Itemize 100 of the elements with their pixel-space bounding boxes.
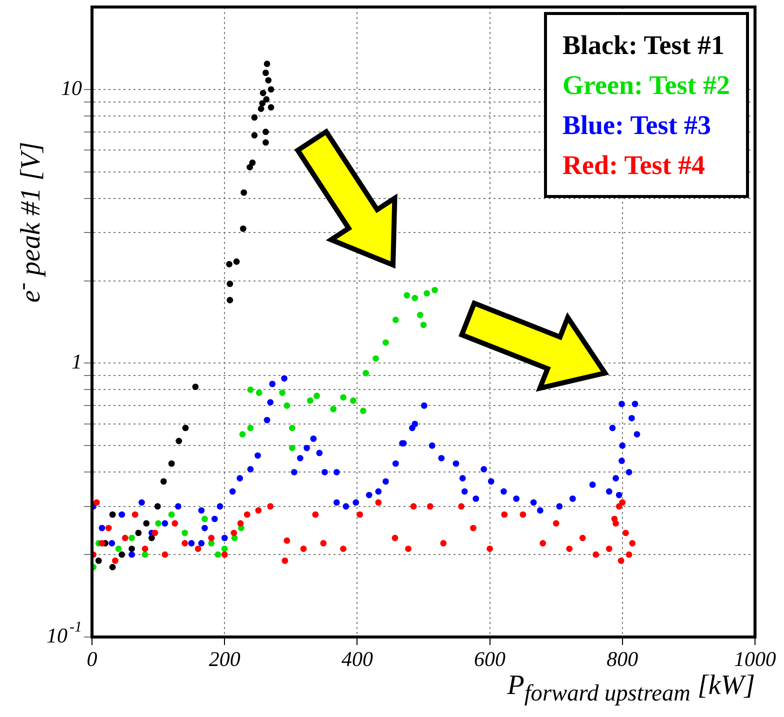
point xyxy=(258,106,264,112)
point xyxy=(262,70,269,76)
point xyxy=(279,390,286,396)
point xyxy=(375,499,382,506)
point xyxy=(306,397,314,404)
point xyxy=(284,537,290,544)
point xyxy=(132,511,138,518)
point xyxy=(392,316,399,324)
point xyxy=(168,511,175,518)
point xyxy=(432,286,438,294)
point xyxy=(160,478,167,485)
point xyxy=(155,520,162,527)
point xyxy=(221,551,228,558)
point xyxy=(202,516,208,522)
point xyxy=(300,546,307,552)
point xyxy=(194,546,202,552)
point xyxy=(410,503,417,510)
point xyxy=(256,390,262,396)
point xyxy=(372,355,379,362)
point xyxy=(118,551,126,558)
point xyxy=(289,444,296,452)
point xyxy=(440,540,447,546)
point xyxy=(112,557,118,564)
point xyxy=(424,290,430,297)
point xyxy=(486,546,493,552)
point xyxy=(362,370,370,376)
point xyxy=(95,557,102,564)
point xyxy=(142,551,148,558)
point xyxy=(249,159,256,166)
point xyxy=(566,546,573,552)
point xyxy=(340,546,346,552)
point xyxy=(520,511,526,518)
point xyxy=(356,511,364,518)
point xyxy=(230,530,238,536)
point xyxy=(226,296,234,304)
point xyxy=(404,292,410,299)
point xyxy=(392,534,398,542)
point xyxy=(619,499,626,506)
point xyxy=(260,90,266,96)
point xyxy=(268,86,274,93)
point xyxy=(611,516,618,522)
point xyxy=(128,534,135,542)
point xyxy=(265,77,272,84)
point xyxy=(135,530,142,536)
point xyxy=(208,534,215,542)
point xyxy=(262,139,269,146)
point xyxy=(458,503,464,510)
y-tick-label: 10 xyxy=(61,76,82,100)
point xyxy=(233,258,240,265)
point xyxy=(182,530,188,536)
point xyxy=(330,406,337,412)
point xyxy=(251,132,258,138)
point xyxy=(382,339,389,346)
point xyxy=(629,540,636,546)
text: Black: Test #1 xyxy=(562,29,726,62)
x-tick-label: 1000 xyxy=(734,647,776,672)
x-tick-label: 400 xyxy=(341,647,374,672)
point xyxy=(282,557,288,564)
point xyxy=(142,546,148,552)
point xyxy=(360,408,366,414)
point xyxy=(263,96,270,103)
point xyxy=(109,564,116,570)
point xyxy=(284,402,290,409)
point xyxy=(289,424,296,432)
point xyxy=(122,534,128,542)
point xyxy=(226,260,232,268)
point xyxy=(255,507,262,514)
point xyxy=(420,322,427,328)
point xyxy=(470,524,476,532)
point xyxy=(247,386,254,393)
point xyxy=(259,100,266,106)
point xyxy=(176,438,182,444)
point xyxy=(98,540,106,546)
point xyxy=(579,534,586,542)
point xyxy=(244,511,250,518)
point xyxy=(182,540,188,546)
point xyxy=(154,503,161,510)
point xyxy=(552,520,560,527)
point xyxy=(262,128,269,136)
point xyxy=(412,294,418,302)
point xyxy=(237,520,244,527)
point xyxy=(192,384,199,390)
point xyxy=(350,397,356,404)
point xyxy=(251,114,258,121)
point xyxy=(105,524,112,532)
point xyxy=(426,503,434,510)
text: Red: Test #4 xyxy=(562,149,706,182)
point xyxy=(240,225,246,232)
x-tick-label: 0 xyxy=(86,647,98,672)
point xyxy=(143,520,150,527)
point xyxy=(592,551,600,558)
y-tick-label: 1 xyxy=(72,350,82,374)
point xyxy=(115,546,122,552)
point xyxy=(264,60,270,68)
point xyxy=(540,540,546,546)
point xyxy=(128,546,135,552)
x-tick-label: 200 xyxy=(208,647,241,672)
point xyxy=(501,511,508,518)
point xyxy=(618,557,624,564)
point xyxy=(152,530,158,536)
